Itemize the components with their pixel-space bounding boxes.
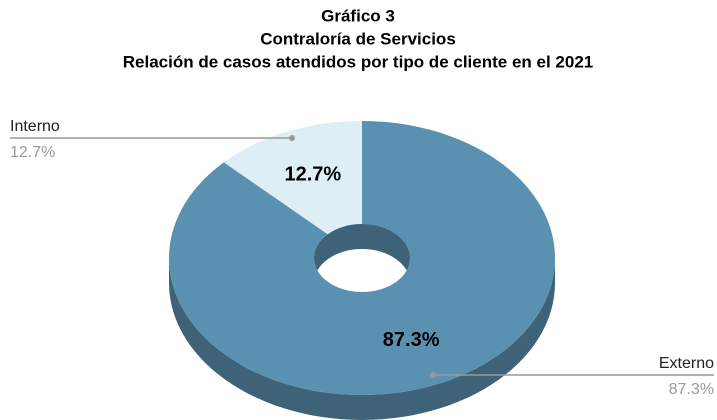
legend-value: 87.3%	[669, 381, 714, 398]
leader-dot	[430, 372, 436, 378]
chart-title: Gráfico 3	[321, 6, 395, 25]
chart-subtitle: Relación de casos atendidos por tipo de …	[123, 52, 593, 71]
hole	[314, 249, 410, 292]
data-label: 12.7%	[284, 164, 341, 186]
leader-dot	[289, 135, 295, 141]
legend-label: Interno	[10, 118, 60, 135]
slice-side	[169, 258, 555, 420]
chart-subtitle: Contraloría de Servicios	[260, 29, 456, 48]
legend-value: 12.7%	[10, 144, 55, 161]
slice	[169, 121, 555, 395]
pie	[169, 121, 555, 420]
slice	[223, 121, 362, 235]
data-label: 87.3%	[383, 329, 440, 351]
legend-label: Externo	[659, 355, 714, 372]
